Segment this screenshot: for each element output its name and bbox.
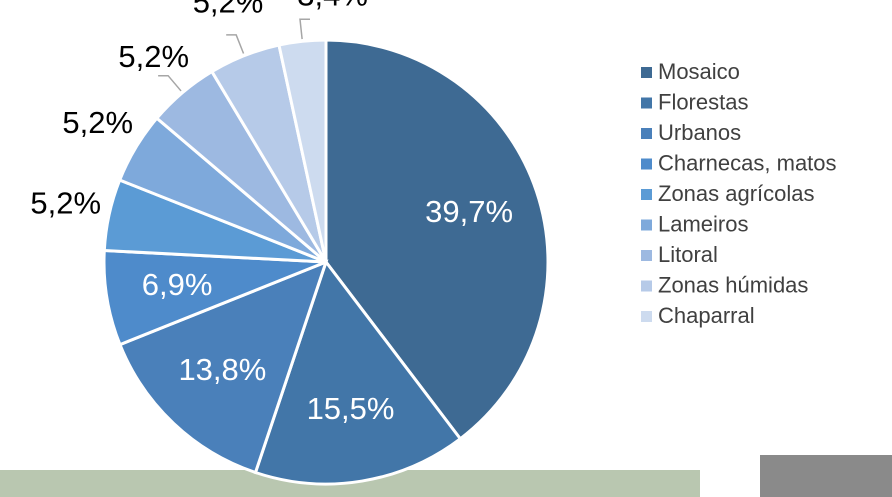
legend-label: Urbanos [658,120,741,145]
legend-swatch [641,220,652,231]
legend-label: Florestas [658,89,748,114]
data-label: 5,2% [193,0,264,19]
data-label: 5,2% [62,105,133,140]
leader-line [158,76,181,91]
photo-strip [760,455,892,497]
legend-label: Litoral [658,242,718,267]
data-label: 39,7% [425,194,513,229]
legend-label: Lameiros [658,211,748,236]
legend-swatch [641,250,652,261]
data-label: 15,5% [307,391,395,426]
legend-swatch [641,98,652,109]
legend-swatch [641,311,652,322]
data-label: 3,4% [297,0,368,12]
legend-label: Mosaico [658,59,740,84]
leader-line [226,35,243,54]
data-label: 5,2% [118,39,189,74]
legend-swatch [641,128,652,139]
data-label: 13,8% [178,352,266,387]
legend-swatch [641,189,652,200]
chart: 39,7% 15,5% 13,8% 6,9% 5,2% 5,2% 5,2% 5,2% 3,4% M… [0,0,892,497]
data-label: 6,9% [142,267,213,302]
legend-label: Chaparral [658,303,755,328]
legend-label: Charnecas, matos [658,150,837,175]
leader-line [300,19,310,39]
legend-swatch [641,281,652,292]
data-label: 5,2% [30,185,101,220]
legend-swatch [641,159,652,170]
legend-swatch [641,67,652,78]
legend-label: Zonas agrícolas [658,181,815,206]
legend-label: Zonas húmidas [658,272,808,297]
